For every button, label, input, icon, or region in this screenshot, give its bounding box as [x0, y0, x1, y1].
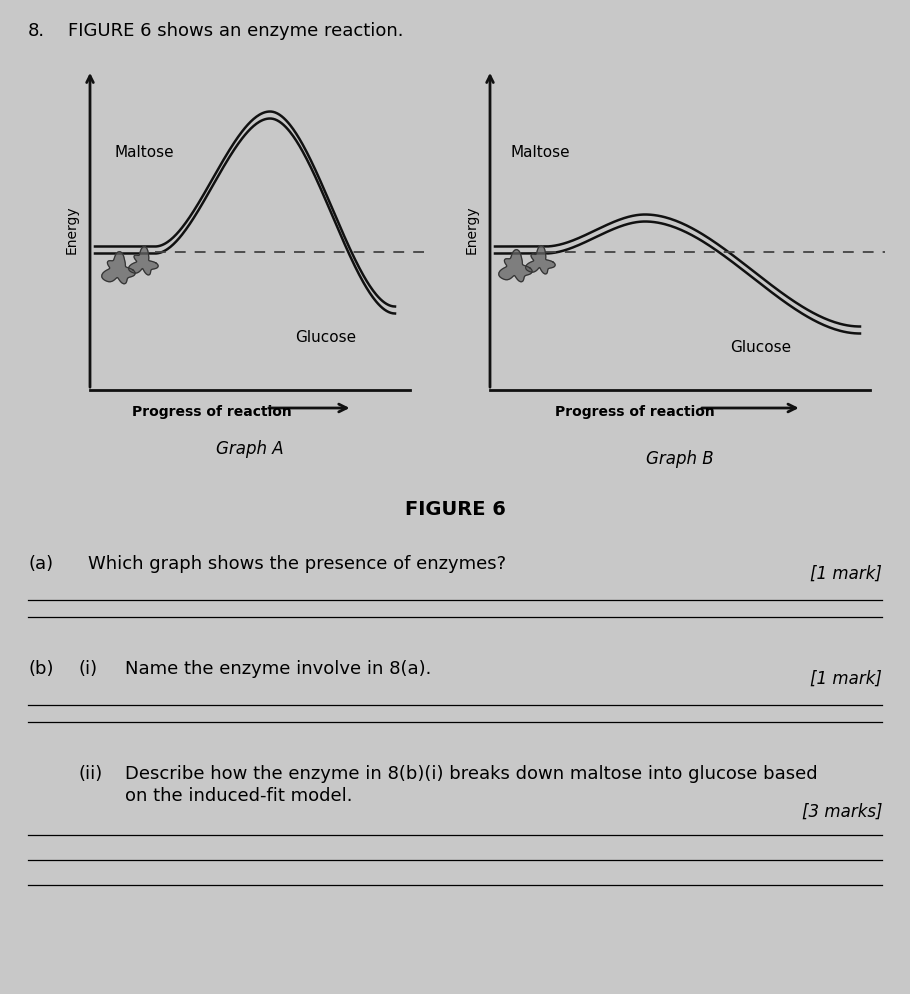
- Text: Which graph shows the presence of enzymes?: Which graph shows the presence of enzyme…: [88, 555, 506, 573]
- Text: Maltose: Maltose: [115, 145, 175, 160]
- Text: Energy: Energy: [465, 206, 479, 254]
- Text: Energy: Energy: [65, 206, 79, 254]
- Text: (a): (a): [28, 555, 53, 573]
- Text: [1 mark]: [1 mark]: [810, 565, 882, 583]
- Text: FIGURE 6: FIGURE 6: [405, 500, 505, 519]
- Text: (b): (b): [28, 660, 54, 678]
- Text: Maltose: Maltose: [510, 145, 570, 160]
- Text: Progress of reaction: Progress of reaction: [132, 405, 291, 419]
- Text: (ii): (ii): [78, 765, 102, 783]
- Text: Name the enzyme involve in 8(a).: Name the enzyme involve in 8(a).: [125, 660, 431, 678]
- Polygon shape: [499, 249, 532, 281]
- Text: 8.: 8.: [28, 22, 46, 40]
- Text: Describe how the enzyme in 8(b)(i) breaks down maltose into glucose based: Describe how the enzyme in 8(b)(i) break…: [125, 765, 817, 783]
- Polygon shape: [526, 246, 555, 274]
- Polygon shape: [102, 251, 135, 283]
- Text: Graph A: Graph A: [217, 440, 284, 458]
- Text: FIGURE 6 shows an enzyme reaction.: FIGURE 6 shows an enzyme reaction.: [68, 22, 403, 40]
- Text: Glucose: Glucose: [295, 330, 356, 345]
- Polygon shape: [128, 247, 158, 275]
- Text: Glucose: Glucose: [730, 340, 791, 355]
- Text: (i): (i): [78, 660, 97, 678]
- Text: on the induced-fit model.: on the induced-fit model.: [125, 787, 352, 805]
- Text: Progress of reaction: Progress of reaction: [554, 405, 714, 419]
- Text: [3 marks]: [3 marks]: [802, 803, 882, 821]
- Text: [1 mark]: [1 mark]: [810, 670, 882, 688]
- Text: Graph B: Graph B: [646, 450, 713, 468]
